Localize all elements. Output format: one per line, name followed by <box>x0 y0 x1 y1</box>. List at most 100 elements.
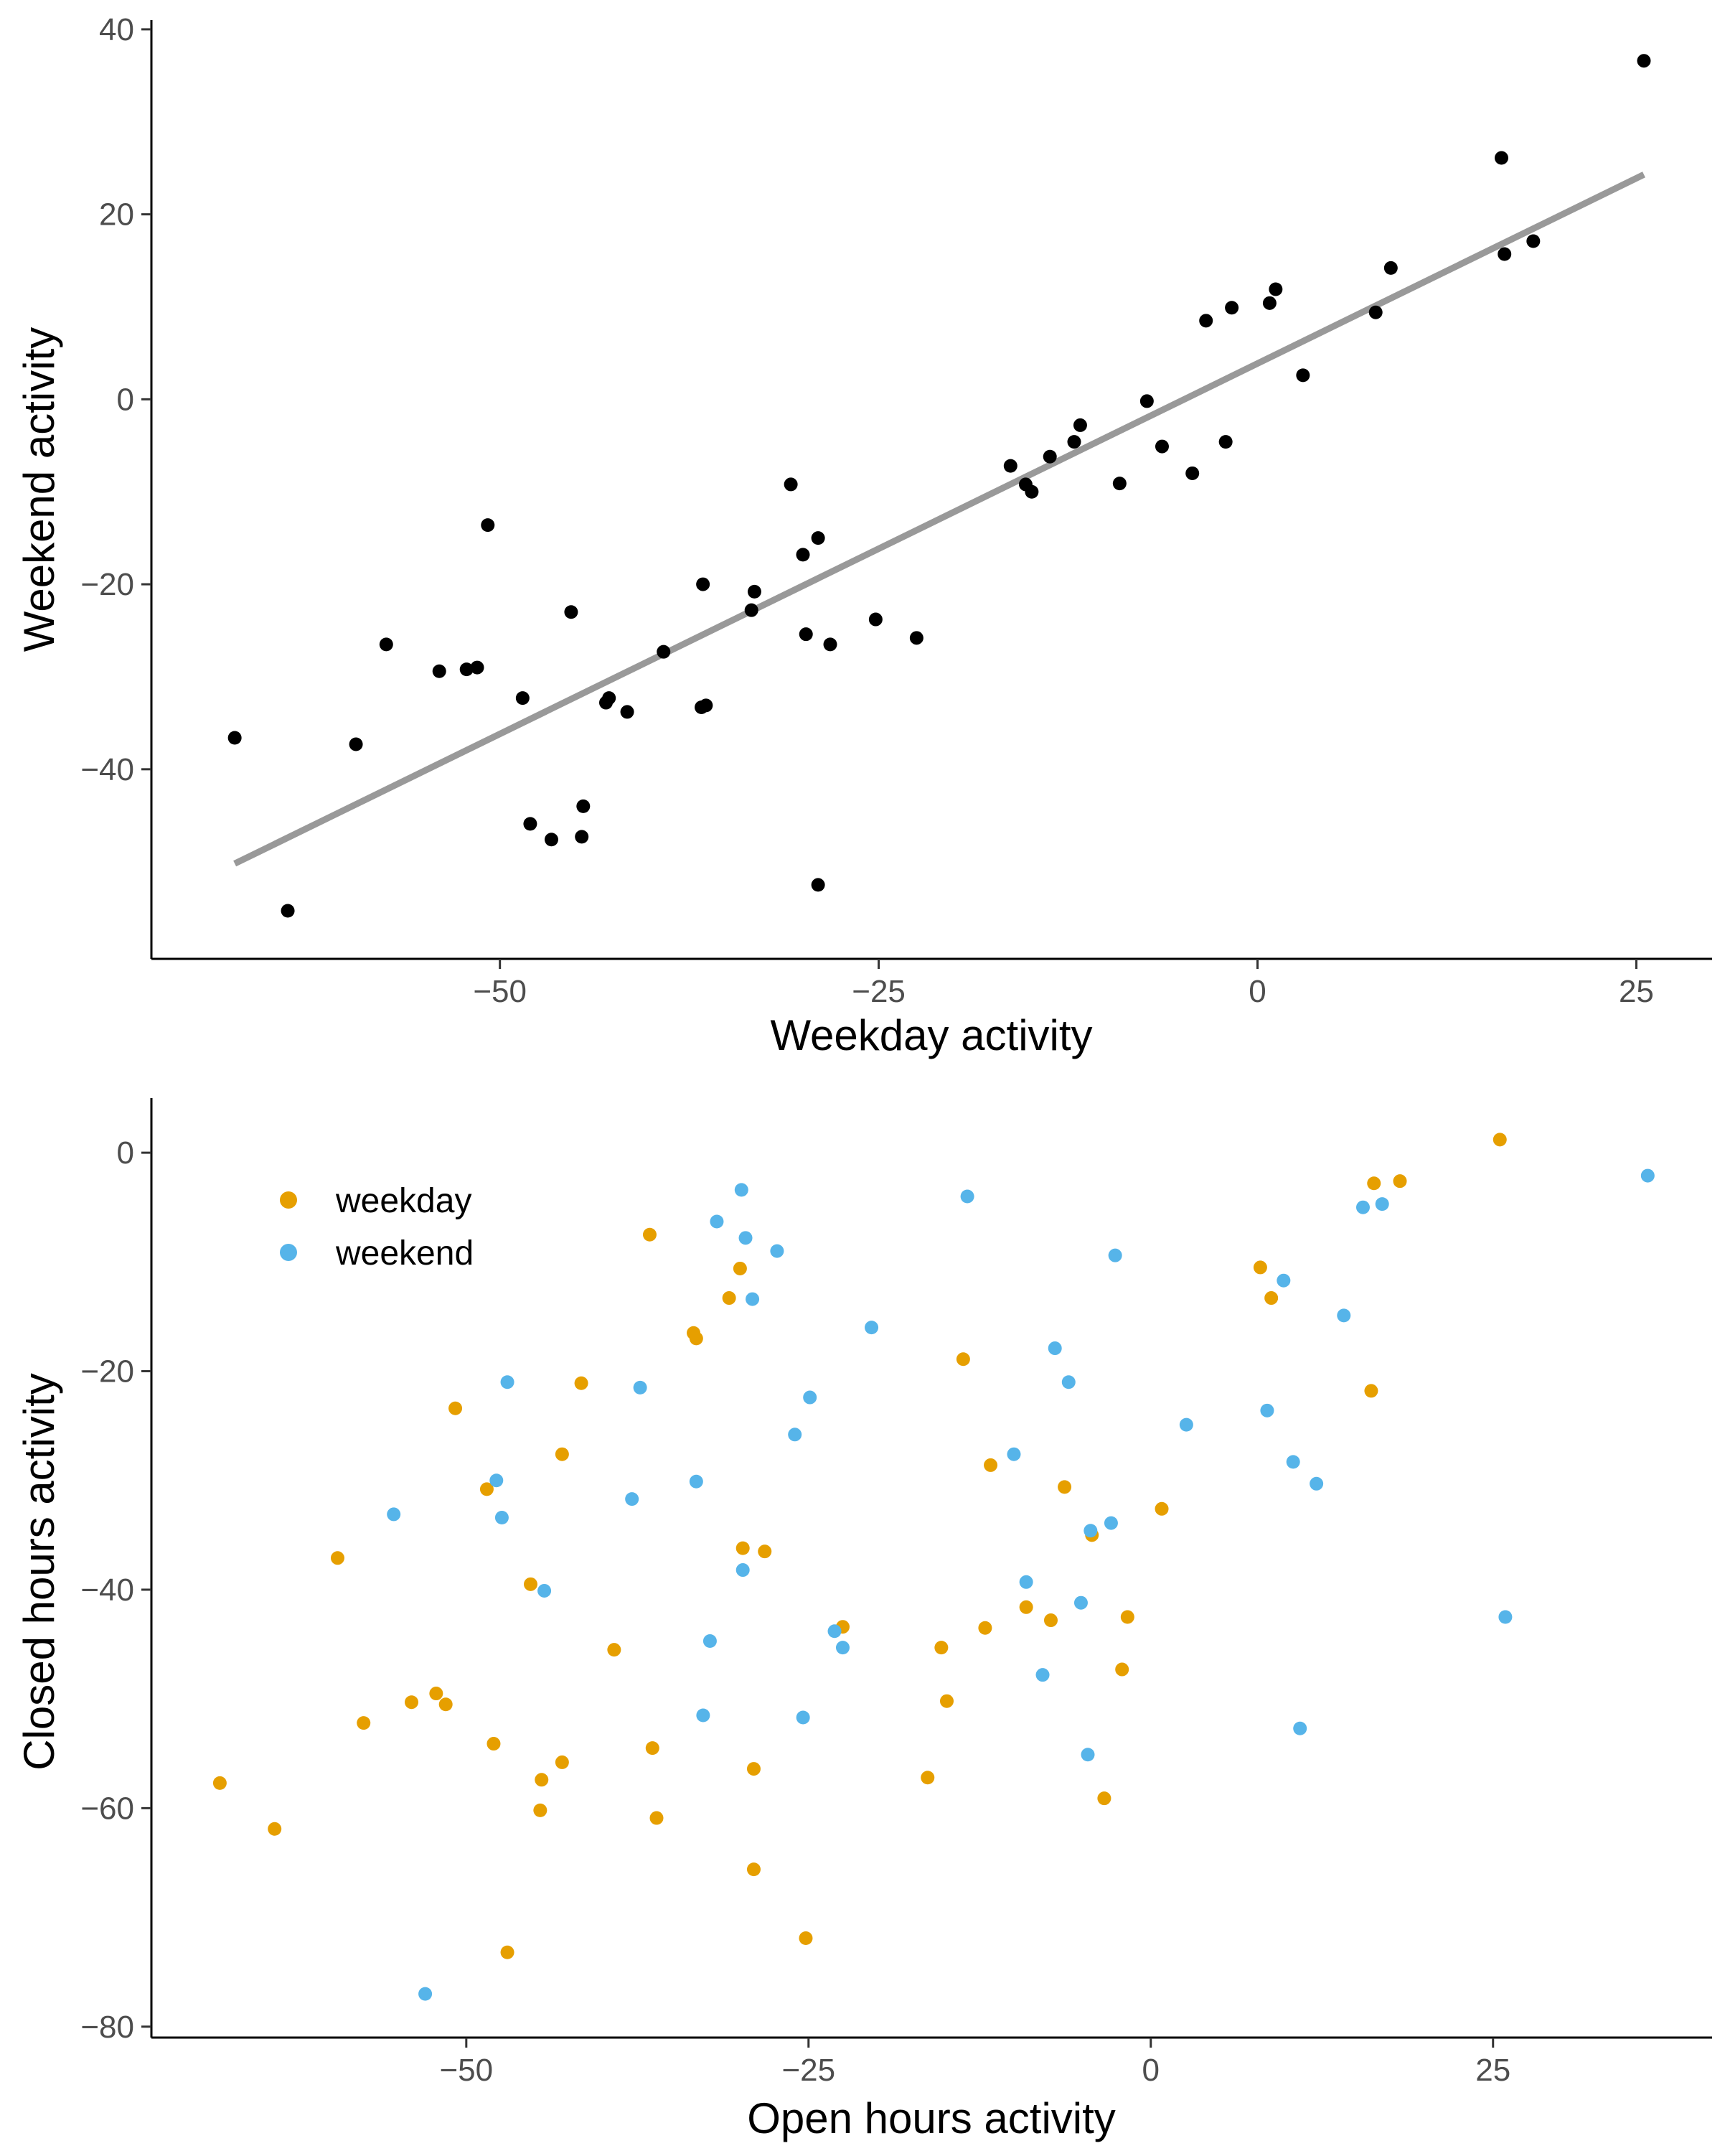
data-point <box>699 698 713 713</box>
data-point-weekday <box>1058 1480 1072 1494</box>
data-point-weekday <box>1367 1176 1381 1191</box>
y-tick-label: −80 <box>80 2010 134 2045</box>
data-point <box>1494 151 1508 165</box>
x-ticks: −50 −25 0 25 <box>439 2038 1510 2088</box>
data-point-weekend <box>865 1321 879 1335</box>
data-point-weekday <box>1043 1613 1058 1628</box>
data-point-weekend <box>1286 1455 1300 1469</box>
x-tick-label: 25 <box>1475 2053 1510 2088</box>
data-point <box>1003 459 1017 473</box>
data-point-weekend <box>960 1189 974 1204</box>
data-point-weekend <box>489 1473 504 1488</box>
data-point-weekday <box>1393 1174 1407 1189</box>
data-point-weekend <box>418 1987 433 2001</box>
data-point-weekend <box>625 1492 639 1506</box>
y-tick-label: −20 <box>80 1354 134 1389</box>
x-tick-label: 0 <box>1249 974 1266 1009</box>
x-tick-label: 25 <box>1619 974 1654 1009</box>
data-point <box>564 605 578 619</box>
data-point <box>281 904 295 918</box>
data-point-weekend <box>770 1244 784 1258</box>
data-point-weekend <box>1640 1168 1655 1183</box>
data-point-weekend <box>1293 1721 1307 1735</box>
data-point-weekday <box>984 1458 998 1472</box>
x-tick-label: 0 <box>1142 2053 1160 2088</box>
data-point <box>657 645 671 659</box>
data-point <box>696 577 710 591</box>
data-point <box>1296 368 1310 383</box>
data-point-weekday <box>555 1755 569 1769</box>
data-point-weekday <box>733 1261 747 1275</box>
data-point-weekday <box>479 1482 494 1496</box>
data-point <box>602 691 616 706</box>
data-point-weekend <box>1310 1476 1324 1491</box>
y-tick-label: 40 <box>99 12 134 47</box>
data-point-weekday <box>921 1771 935 1785</box>
data-point <box>1025 484 1039 499</box>
data-point <box>1637 54 1651 68</box>
data-point-weekday <box>212 1776 227 1790</box>
data-point-weekend <box>494 1510 509 1524</box>
y-tick-label: 0 <box>117 382 134 417</box>
data-point-weekend <box>1355 1200 1370 1214</box>
data-point-weekday <box>574 1376 588 1390</box>
data-point-weekday <box>645 1741 659 1756</box>
data-point-weekend <box>1061 1375 1076 1389</box>
data-point-weekday <box>487 1737 501 1751</box>
data-point <box>470 660 484 675</box>
y-axis-title: Closed hours activity <box>15 1373 63 1771</box>
data-point-weekend <box>1498 1610 1513 1624</box>
data-point-weekday <box>330 1551 344 1565</box>
data-point <box>796 548 810 562</box>
data-point-weekend <box>746 1292 760 1306</box>
y-tick-label: −40 <box>80 752 134 787</box>
data-point <box>784 477 798 492</box>
data-point-weekday <box>1493 1133 1507 1147</box>
data-point-weekend <box>827 1624 842 1639</box>
y-tick-label: −40 <box>80 1573 134 1608</box>
data-point-weekday <box>956 1352 970 1367</box>
data-point-weekday <box>533 1803 547 1817</box>
data-point-weekend <box>1007 1447 1021 1461</box>
data-point-weekday <box>722 1291 736 1306</box>
data-point-weekday <box>1097 1791 1111 1806</box>
data-point-weekend <box>1084 1524 1098 1538</box>
data-point-weekend <box>788 1428 802 1442</box>
data-point-weekday <box>523 1577 537 1591</box>
data-point-weekday <box>758 1545 772 1559</box>
data-point-weekend <box>1035 1668 1050 1682</box>
data-point <box>459 662 474 677</box>
data-point <box>1185 466 1200 480</box>
data-point-weekday <box>978 1621 992 1635</box>
data-point <box>1368 305 1383 319</box>
fit-line-layer <box>233 172 1645 867</box>
legend-label-weekend: weekend <box>335 1234 474 1272</box>
data-point-weekday <box>1264 1291 1279 1306</box>
legend-marker-weekend <box>280 1244 297 1261</box>
x-axis-title: Open hours activity <box>747 2094 1116 2142</box>
x-tick-label: −25 <box>852 974 906 1009</box>
data-point-weekday <box>689 1331 703 1346</box>
x-tick-label: −25 <box>781 2053 835 2088</box>
data-point-weekend <box>738 1231 753 1245</box>
y-axis-title: Weekend activity <box>15 327 63 652</box>
legend: weekday weekend <box>280 1182 474 1272</box>
y-ticks: −40 −20 0 20 40 <box>80 12 151 787</box>
data-point <box>868 612 883 627</box>
data-point-weekday <box>746 1862 761 1877</box>
data-point-weekday <box>535 1773 549 1787</box>
data-point-weekday <box>500 1945 514 1959</box>
data-point-weekday <box>1115 1662 1129 1677</box>
x-axis-title: Weekday activity <box>770 1011 1092 1059</box>
data-point <box>1199 314 1213 328</box>
data-point-weekday <box>1019 1600 1033 1614</box>
data-point <box>1155 439 1169 454</box>
data-point-weekend <box>1019 1575 1033 1589</box>
data-point-weekday <box>934 1641 949 1655</box>
data-point-weekday <box>1120 1610 1134 1624</box>
data-point <box>1383 261 1398 275</box>
data-point <box>799 627 813 642</box>
data-point-weekend <box>734 1183 748 1197</box>
data-point-weekend <box>1104 1516 1118 1530</box>
points-layer <box>227 54 1651 918</box>
